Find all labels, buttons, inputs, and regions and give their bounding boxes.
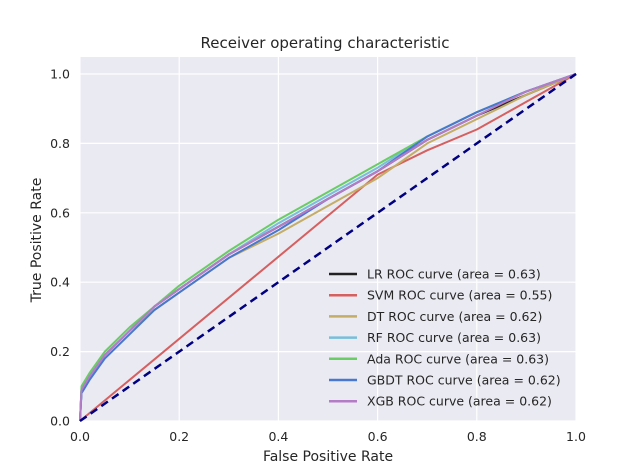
- x-tick-label: 0.4: [268, 429, 288, 444]
- series-layer: [79, 73, 577, 422]
- y-tick-label: 1.0: [50, 67, 70, 82]
- legend-label: Ada ROC curve (area = 0.63): [367, 351, 549, 366]
- legend-label: XGB ROC curve (area = 0.62): [367, 394, 552, 409]
- legend-label: LR ROC curve (area = 0.63): [367, 267, 541, 282]
- x-tick-label: 0.8: [467, 429, 487, 444]
- legend-label: GBDT ROC curve (area = 0.62): [367, 373, 561, 388]
- y-tick-label: 0.0: [50, 414, 70, 429]
- legend: LR ROC curve (area = 0.63) SVM ROC curve …: [329, 267, 561, 409]
- y-tick-label: 0.6: [50, 205, 70, 220]
- x-tick-label: 0.0: [70, 429, 90, 444]
- y-tick-label: 0.8: [50, 136, 70, 151]
- series-line-1: [79, 73, 577, 422]
- x-tick-label: 0.2: [169, 429, 189, 444]
- series-line-6: [79, 73, 577, 422]
- y-tick-label: 0.4: [50, 275, 70, 290]
- plot-background: [80, 57, 576, 421]
- y-axis-label: True Positive Rate: [29, 178, 45, 304]
- reference-layer: [79, 72, 577, 423]
- grid-lines: [79, 57, 577, 422]
- y-tick-label: 0.2: [50, 344, 70, 359]
- chart-title: Receiver operating characteristic: [201, 34, 450, 52]
- x-axis-label: False Positive Rate: [263, 449, 393, 465]
- legend-label: SVM ROC curve (area = 0.55): [367, 288, 552, 303]
- reference-diagonal-line: [79, 72, 577, 423]
- legend-label: DT ROC curve (area = 0.62): [367, 309, 542, 324]
- legend-label: RF ROC curve (area = 0.63): [367, 330, 541, 345]
- series-line-5: [79, 73, 577, 422]
- x-tick-label: 1.0: [566, 429, 586, 444]
- x-tick-label: 0.6: [368, 429, 388, 444]
- tick-labels: 0.0 0.2 0.4 0.6 0.8 1.0 0.0 0.2 0.4 0.6 0.8 1.0: [50, 67, 586, 445]
